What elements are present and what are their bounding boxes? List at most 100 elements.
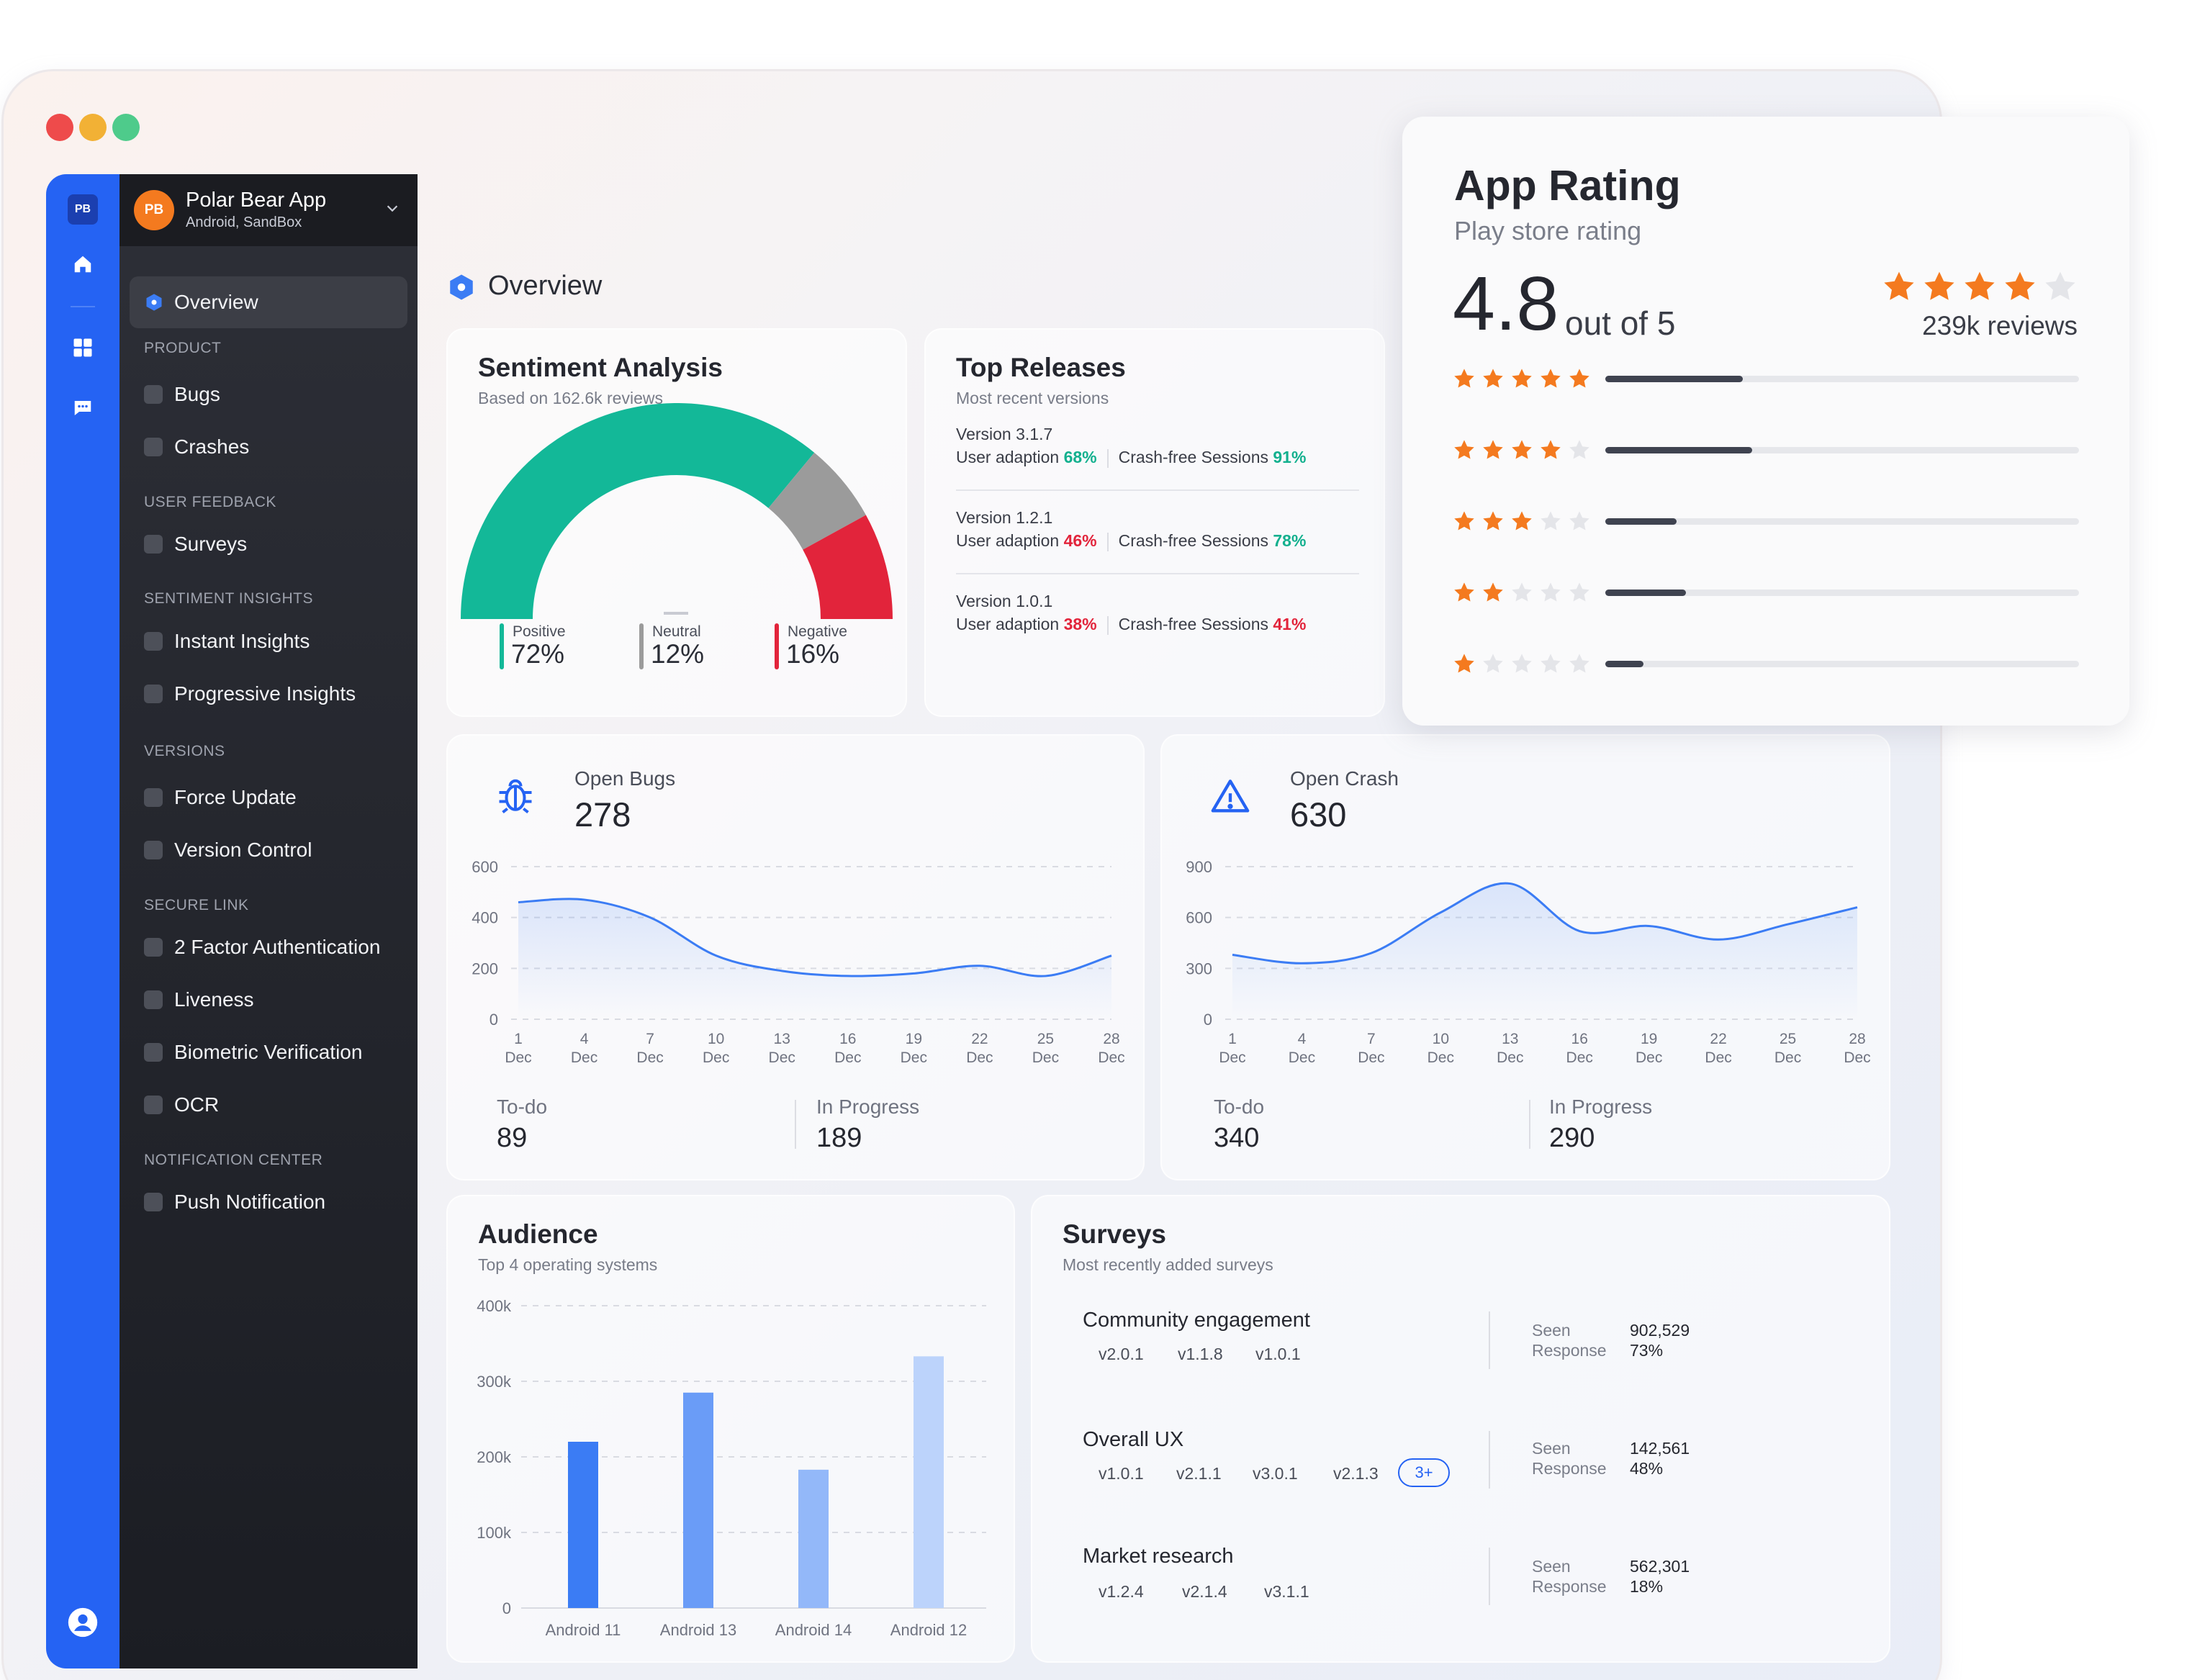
release-version[interactable]: Version 3.1.7: [956, 425, 1052, 444]
survey-icon: [144, 535, 163, 554]
response-value: 18%: [1630, 1577, 1664, 1596]
rating-bar-track: [1605, 447, 2079, 453]
app-switcher[interactable]: PB Polar Bear App Android, SandBox: [119, 174, 418, 246]
rating-bar-track: [1605, 376, 2079, 382]
audience-bar-chart: 0 100k 200k 300k 400k Android 11 Android 13 And…: [477, 1297, 986, 1639]
surveys-card: [1031, 1195, 1890, 1663]
x-tick-label: Android 11: [546, 1621, 621, 1639]
survey-name[interactable]: Overall UX: [1083, 1428, 1184, 1451]
series-line: [1232, 882, 1858, 965]
sidebar-item-2fa[interactable]: 2 Factor Authentication: [174, 936, 381, 958]
user-icon[interactable]: [67, 1607, 99, 1638]
workspace-logo[interactable]: PB: [68, 194, 98, 225]
surveys-title: Surveys: [1063, 1219, 1166, 1249]
survey-version: v2.1.1: [1176, 1464, 1222, 1483]
adoption-value: 46%: [1063, 531, 1097, 550]
rating-row-stars: [1453, 652, 1591, 675]
sidebar-item-crashes[interactable]: Crashes: [174, 435, 250, 458]
minimize-window-button[interactable]: [79, 114, 107, 141]
chat-icon[interactable]: [71, 396, 95, 420]
x-tick-label: Dec: [901, 1049, 927, 1066]
crash-progress-value: 290: [1549, 1123, 1595, 1153]
rating-bar-track: [1605, 590, 2079, 596]
response-value: 73%: [1630, 1341, 1664, 1360]
neutral-marker: [639, 623, 644, 669]
positive-marker: [500, 623, 504, 669]
star-empty-icon: [1541, 582, 1561, 602]
sidebar-item-overview[interactable]: [130, 276, 407, 328]
star-filled-icon: [1483, 511, 1503, 530]
adoption-label: User adaption: [956, 448, 1064, 466]
version-label: Version: [956, 425, 1016, 443]
star-filled-icon: [1454, 369, 1474, 388]
sidebar-item-instant-insights[interactable]: Instant Insights: [174, 630, 310, 652]
x-tick-label: Android 12: [890, 1621, 967, 1639]
sidebar-item-liveness[interactable]: Liveness: [174, 988, 254, 1011]
star-empty-icon: [1569, 440, 1589, 459]
star-empty-icon: [2045, 271, 2075, 300]
close-window-button[interactable]: [46, 114, 73, 141]
rating-bar-track: [1605, 518, 2079, 525]
x-tick-label: 7: [1367, 1031, 1376, 1047]
open-bugs-value: 278: [574, 795, 631, 834]
sidebar-item-progressive-insights[interactable]: Progressive Insights: [174, 682, 356, 705]
releases-subtitle: Most recent versions: [956, 389, 1109, 407]
adoption-label: User adaption: [956, 615, 1064, 633]
sentiment-gauge: [461, 403, 893, 620]
app-name: Polar Bear App: [186, 189, 327, 212]
positive-label: Positive: [513, 623, 566, 640]
sidebar-item-push-notification[interactable]: Push Notification: [174, 1191, 326, 1213]
release-metrics: User adaption 38% Crash-free Sessions 41%: [956, 615, 1306, 635]
star-empty-icon: [1569, 582, 1589, 602]
series-line: [518, 898, 1112, 977]
survey-version: v2.1.3: [1333, 1464, 1379, 1483]
star-filled-icon: [1512, 511, 1532, 530]
survey-name[interactable]: Community engagement: [1083, 1309, 1310, 1332]
x-tick-label: 4: [580, 1031, 589, 1047]
bug-icon: [144, 385, 163, 404]
crash-icon: [144, 438, 163, 456]
x-tick-label: Dec: [1289, 1049, 1315, 1066]
release-version[interactable]: Version 1.2.1: [956, 508, 1052, 528]
release-version[interactable]: Version 1.0.1: [956, 592, 1052, 611]
sessions-value: 91%: [1273, 448, 1307, 466]
sidebar-item-label[interactable]: Overview: [174, 291, 258, 313]
response-label: Response: [1532, 1341, 1607, 1360]
star-filled-icon: [1965, 271, 1995, 300]
crash-line-chart: 0 300 600 900 1 Dec 4 Dec 7 Dec 10 Dec 13 Dec 16 Dec 19 D…: [1186, 858, 1870, 1066]
sentiment-subtitle: Based on 162.6k reviews: [478, 389, 663, 407]
releases-title: Top Releases: [956, 353, 1126, 382]
seen-value: 562,301: [1630, 1557, 1690, 1576]
home-icon[interactable]: [71, 252, 95, 276]
x-tick-label: Dec: [966, 1049, 993, 1066]
sidebar-item-version-control[interactable]: Version Control: [174, 839, 312, 861]
chevron-down-icon[interactable]: [384, 200, 400, 220]
sidebar-item-force-update[interactable]: Force Update: [174, 786, 297, 808]
section-user-feedback: USER FEEDBACK: [144, 494, 276, 510]
seen-label: Seen: [1532, 1439, 1571, 1458]
star-filled-icon: [1541, 369, 1561, 388]
x-tick-label: 28: [1849, 1031, 1865, 1047]
release-divider: [956, 489, 1359, 491]
x-tick-label: 25: [1780, 1031, 1796, 1047]
survey-name[interactable]: Market research: [1083, 1545, 1234, 1568]
section-secure-link: SECURE LINK: [144, 897, 249, 913]
grid-icon[interactable]: [71, 335, 95, 360]
audience-title: Audience: [478, 1219, 598, 1249]
sidebar-item-surveys[interactable]: Surveys: [174, 533, 248, 555]
y-tick-label: 200k: [477, 1448, 512, 1466]
series-area: [1232, 883, 1857, 1019]
x-tick-label: 22: [1710, 1031, 1726, 1047]
x-tick-label: Dec: [1098, 1049, 1124, 1066]
version-number: 1.0.1: [1016, 592, 1053, 610]
x-tick-label: Dec: [1358, 1049, 1384, 1066]
sidebar-item-biometric[interactable]: Biometric Verification: [174, 1041, 363, 1063]
x-tick-label: 1: [1228, 1031, 1237, 1047]
maximize-window-button[interactable]: [112, 114, 140, 141]
star-empty-icon: [1483, 654, 1503, 673]
x-tick-label: Android 14: [775, 1621, 852, 1639]
sidebar-item-ocr[interactable]: OCR: [174, 1093, 220, 1116]
crash-progress-label: In Progress: [1549, 1096, 1653, 1118]
more-versions-pill[interactable]: 3+: [1398, 1458, 1450, 1487]
sidebar-item-bugs[interactable]: Bugs: [174, 383, 220, 405]
